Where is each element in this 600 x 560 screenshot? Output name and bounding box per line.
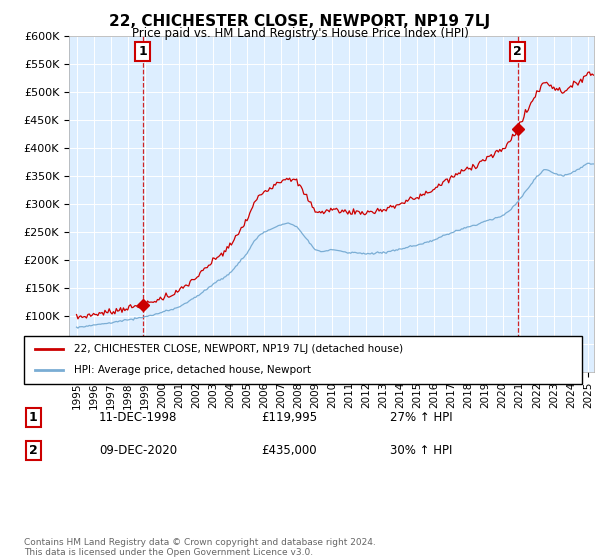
Text: 22, CHICHESTER CLOSE, NEWPORT, NP19 7LJ (detached house): 22, CHICHESTER CLOSE, NEWPORT, NP19 7LJ … bbox=[74, 344, 403, 354]
Text: 2: 2 bbox=[29, 444, 37, 458]
Text: Price paid vs. HM Land Registry's House Price Index (HPI): Price paid vs. HM Land Registry's House … bbox=[131, 27, 469, 40]
Text: 30% ↑ HPI: 30% ↑ HPI bbox=[390, 444, 452, 458]
Text: HPI: Average price, detached house, Newport: HPI: Average price, detached house, Newp… bbox=[74, 365, 311, 375]
FancyBboxPatch shape bbox=[24, 336, 582, 384]
Text: £119,995: £119,995 bbox=[261, 410, 317, 424]
Text: 2: 2 bbox=[513, 45, 522, 58]
Text: £435,000: £435,000 bbox=[261, 444, 317, 458]
Text: 22, CHICHESTER CLOSE, NEWPORT, NP19 7LJ: 22, CHICHESTER CLOSE, NEWPORT, NP19 7LJ bbox=[109, 14, 491, 29]
Text: Contains HM Land Registry data © Crown copyright and database right 2024.
This d: Contains HM Land Registry data © Crown c… bbox=[24, 538, 376, 557]
Text: 09-DEC-2020: 09-DEC-2020 bbox=[99, 444, 177, 458]
Text: 27% ↑ HPI: 27% ↑ HPI bbox=[390, 410, 452, 424]
Text: 11-DEC-1998: 11-DEC-1998 bbox=[99, 410, 178, 424]
Text: 1: 1 bbox=[29, 410, 37, 424]
Text: 1: 1 bbox=[138, 45, 147, 58]
